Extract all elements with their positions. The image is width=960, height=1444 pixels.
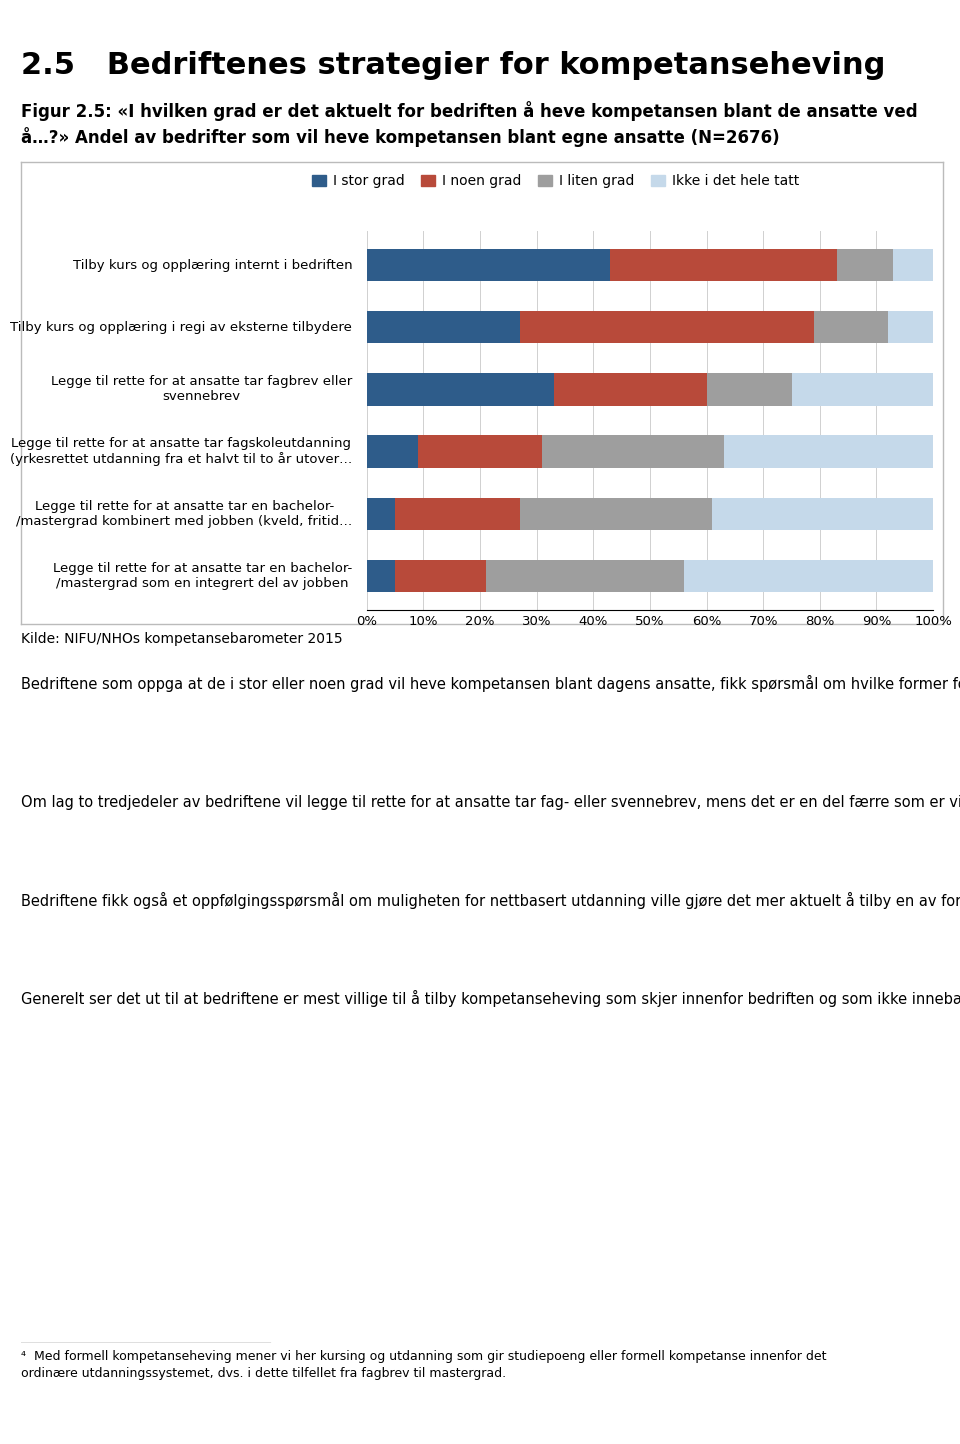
Text: Om lag to tredjedeler av bedriftene vil legge til rette for at ansatte tar fag- : Om lag to tredjedeler av bedriftene vil … [21,794,960,810]
Bar [367,436,418,468]
Bar [684,560,933,592]
Bar [367,560,396,592]
Text: Bedriftene som oppga at de i stor eller noen grad vil heve kompetansen blant dag: Bedriftene som oppga at de i stor eller … [21,674,960,692]
Bar [519,310,814,344]
Bar [791,374,933,406]
Bar [894,248,933,282]
Text: Generelt ser det ut til at bedriftene er mest villige til å tilby kompetansehevi: Generelt ser det ut til at bedriftene er… [21,991,960,1006]
Bar [707,374,791,406]
Bar [418,436,542,468]
Bar [814,310,888,344]
Text: ⁴  Med formell kompetanseheving mener vi her kursing og utdanning som gir studie: ⁴ Med formell kompetanseheving mener vi … [21,1350,827,1380]
Bar [396,498,519,530]
Text: Legge til rette for at ansatte tar fagbrev eller
svennebrev: Legge til rette for at ansatte tar fagbr… [51,375,352,403]
Text: Bedriftene fikk også et oppfølgingsspørsmål om muligheten for nettbasert utdanni: Bedriftene fikk også et oppfølgingsspørs… [21,891,960,908]
Bar [837,248,894,282]
Bar [724,436,933,468]
Bar [611,248,837,282]
Bar [367,310,519,344]
Text: å…?» Andel av bedrifter som vil heve kompetansen blant egne ansatte (N=2676): å…?» Andel av bedrifter som vil heve kom… [21,127,780,147]
Bar [712,498,933,530]
Bar [519,498,712,530]
Text: 2.5   Bedriftenes strategier for kompetanseheving: 2.5 Bedriftenes strategier for kompetans… [21,51,885,79]
Text: Figur 2.5: «I hvilken grad er det aktuelt for bedriften å heve kompetansen blant: Figur 2.5: «I hvilken grad er det aktuel… [21,101,918,121]
Text: Tilby kurs og opplæring internt i bedriften: Tilby kurs og opplæring internt i bedrif… [73,258,352,271]
Bar [367,248,611,282]
Text: Legge til rette for at ansatte tar en bachelor-
/mastergrad som en integrert del: Legge til rette for at ansatte tar en ba… [53,562,352,589]
Bar [367,498,396,530]
Bar [486,560,684,592]
Bar [367,374,554,406]
Bar [554,374,707,406]
Legend: I stor grad, I noen grad, I liten grad, Ikke i det hele tatt: I stor grad, I noen grad, I liten grad, … [306,169,804,193]
Bar [396,560,486,592]
Text: Legge til rette for at ansatte tar en bachelor-
/mastergrad kombinert med jobben: Legge til rette for at ansatte tar en ba… [16,500,352,527]
Bar [542,436,724,468]
Text: Legge til rette for at ansatte tar fagskoleutdanning
(yrkesrettet utdanning fra : Legge til rette for at ansatte tar fagsk… [10,438,352,466]
Text: Kilde: NIFU/NHOs kompetansebarometer 2015: Kilde: NIFU/NHOs kompetansebarometer 201… [21,632,343,647]
Bar [888,310,933,344]
Text: Tilby kurs og opplæring i regi av eksterne tilbydere: Tilby kurs og opplæring i regi av ekster… [11,321,352,334]
